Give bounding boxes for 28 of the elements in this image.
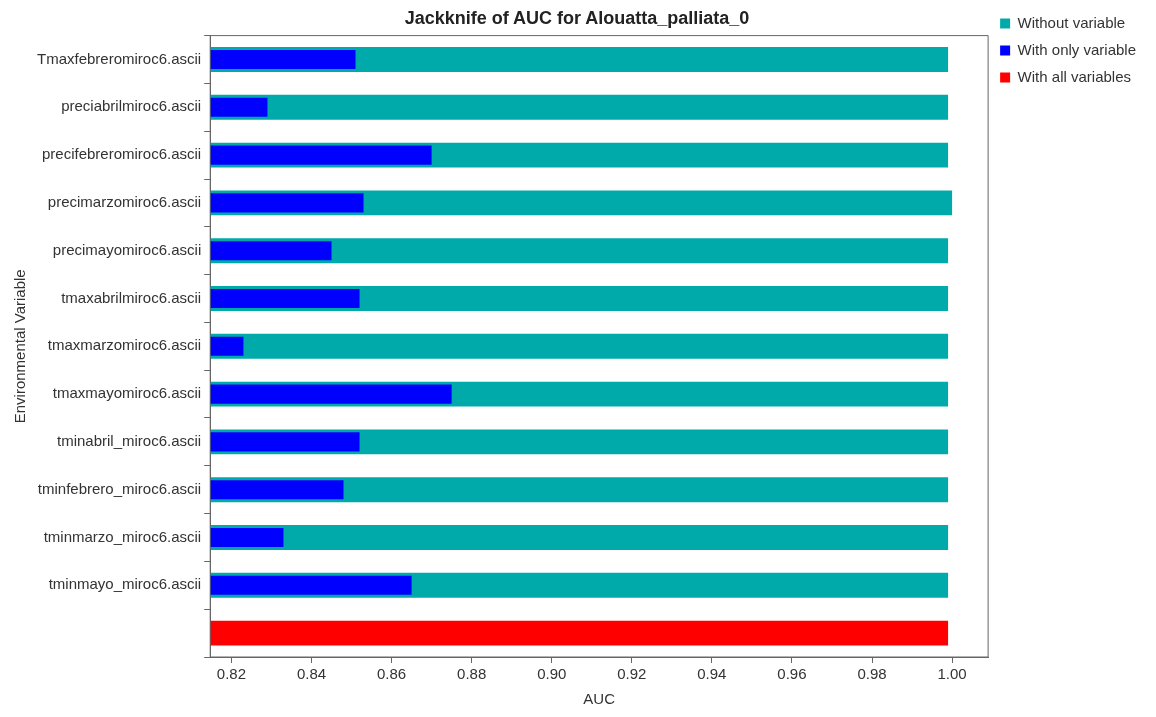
y-tick-label: tminmayo_miroc6.ascii <box>48 575 202 593</box>
y-tick-label: tmaxabrilmiroc6.ascii <box>61 288 202 306</box>
x-tick-label: 0.84 <box>296 665 327 683</box>
y-tick-label: tminmarzo_miroc6.ascii <box>43 527 202 545</box>
y-tick-label: tmaxmarzomiroc6.ascii <box>47 336 202 354</box>
y-tick-label: tminabril_miroc6.ascii <box>56 432 202 450</box>
x-axis-title: AUC <box>583 690 616 708</box>
x-tick-label: 0.92 <box>617 665 647 683</box>
y-tick-label: precimarzomiroc6.ascii <box>47 193 202 211</box>
x-tick-label: 0.94 <box>697 665 727 683</box>
x-tick-label: 0.82 <box>216 665 247 683</box>
y-tick-label: tminfebrero_miroc6.ascii <box>37 479 202 497</box>
y-tick-label: Tmaxfebreromiroc6.ascii <box>36 49 202 67</box>
x-tick-label: 0.86 <box>376 665 407 683</box>
y-tick-label: tmaxmayomiroc6.ascii <box>52 384 202 402</box>
legend-label: With only variable <box>1017 40 1137 58</box>
chart-title: Jackknife of AUC for Alouatta_palliata_0 <box>404 7 750 28</box>
legend-label: Without variable <box>1017 13 1126 31</box>
y-tick-label: precifebreromiroc6.ascii <box>41 145 202 163</box>
y-axis-title: Environmental Variable <box>11 269 29 424</box>
x-tick-label: 0.90 <box>537 665 567 683</box>
x-tick-label: 0.98 <box>857 665 887 683</box>
x-tick-label: 1.00 <box>937 665 967 683</box>
y-tick-label: precimayomiroc6.ascii <box>52 240 202 258</box>
y-tick-label: preciabrilmiroc6.ascii <box>61 97 202 115</box>
x-tick-label: 0.96 <box>777 665 807 683</box>
x-tick-label: 0.88 <box>457 665 487 683</box>
legend-label: With all variables <box>1017 67 1131 85</box>
